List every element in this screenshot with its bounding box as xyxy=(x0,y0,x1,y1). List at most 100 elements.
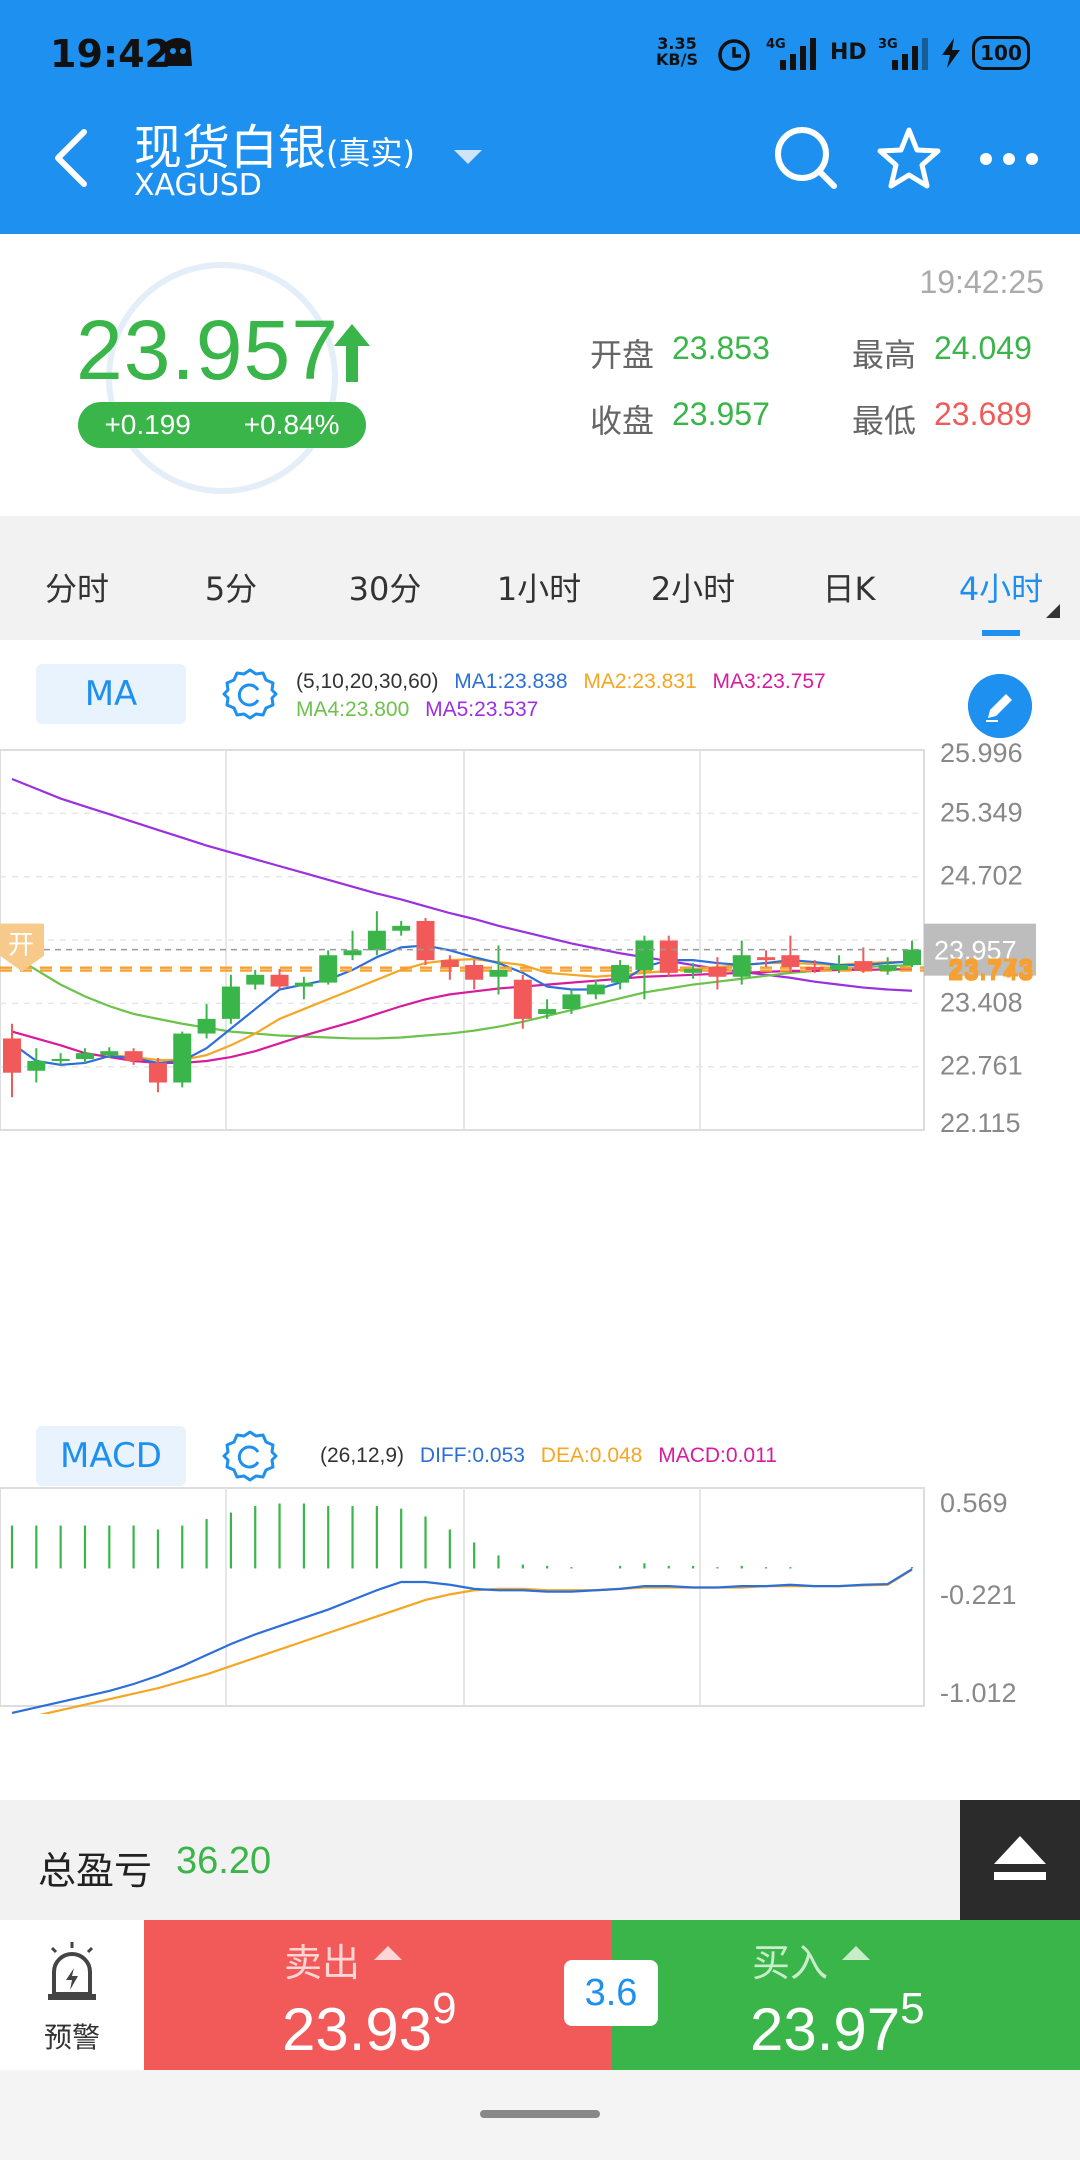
tab-5min[interactable]: 5分 xyxy=(204,570,258,608)
candle-body xyxy=(878,965,897,971)
price-change-pct: +0.84% xyxy=(243,409,340,440)
low-label: 最低 xyxy=(852,402,917,440)
price-ring xyxy=(106,262,338,494)
ma1-line xyxy=(11,944,913,1066)
candle-body xyxy=(562,994,581,1010)
ma5-line xyxy=(11,777,913,992)
candle-body xyxy=(611,965,630,983)
quote-summary: 23.957 +0.199 +0.84% 19:42:25 开盘 23.853 … xyxy=(0,234,1080,516)
spread-badge: 3.6 xyxy=(564,1960,658,2026)
macd-indicator-button[interactable]: MACD xyxy=(36,1426,186,1486)
candle-body xyxy=(830,965,849,970)
macd-chart[interactable]: 0.569 -0.221 -1.012 xyxy=(0,1484,1080,1714)
header-bar: 19:42 3.35 KB/S 4G HD 3G 10 xyxy=(0,0,1080,234)
open-tag-icon xyxy=(0,923,44,972)
low-value: 23.689 xyxy=(934,396,1032,432)
tab-4hour[interactable]: 4小时 xyxy=(958,570,1044,608)
edit-pencil-icon[interactable] xyxy=(968,674,1032,738)
macd-y-tick-label: -1.012 xyxy=(940,1678,1017,1708)
pnl-bar: 总盈亏 36.20 xyxy=(0,1800,960,1920)
diff-line xyxy=(11,1568,913,1714)
macd-dea-value: DEA:0.048 xyxy=(540,1444,643,1467)
tab-daily[interactable]: 日K xyxy=(822,570,876,608)
tab-timeshare[interactable]: 分时 xyxy=(44,570,109,608)
net-speed: 3.35 KB/S xyxy=(656,34,698,69)
alarm-bell-icon xyxy=(48,1942,96,2000)
y-tick-label: 24.702 xyxy=(940,861,1023,891)
alert-button[interactable]: 预警 xyxy=(0,1920,144,2070)
home-indicator[interactable] xyxy=(480,2110,600,2118)
more-icon[interactable] xyxy=(974,124,1044,194)
candle-body xyxy=(465,965,484,980)
candle-body xyxy=(392,925,411,931)
battery-indicator: 100 xyxy=(972,36,1030,70)
candle-body xyxy=(148,1062,167,1083)
candle-body xyxy=(124,1051,143,1061)
eject-icon[interactable] xyxy=(960,1800,1080,1920)
candle-body xyxy=(513,979,532,1019)
open-label: 开盘 xyxy=(590,336,655,374)
candle-body xyxy=(854,961,873,971)
hd-icon: HD xyxy=(830,40,867,65)
quote-time: 19:42:25 xyxy=(919,264,1044,300)
ma-params: (5,10,20,30,60) xyxy=(296,670,439,693)
candle-body xyxy=(51,1059,70,1062)
chevron-down-icon[interactable] xyxy=(454,150,482,164)
ma-settings-gear-icon[interactable] xyxy=(222,666,278,722)
search-icon[interactable] xyxy=(772,124,842,194)
candle-body xyxy=(538,1009,557,1014)
macd-hist-value: MACD:0.011 xyxy=(658,1444,777,1467)
candle-body xyxy=(757,957,776,961)
tab-30min[interactable]: 30分 xyxy=(348,570,422,608)
candle-body xyxy=(197,1018,216,1034)
ma2-value: MA2:23.831 xyxy=(583,670,697,693)
back-arrow-icon[interactable] xyxy=(52,128,92,188)
macd-frame xyxy=(0,1487,925,1707)
ma-legend: (5,10,20,30,60) MA1:23.838 MA2:23.831 MA… xyxy=(296,670,836,694)
qq-notification-icon xyxy=(164,38,192,66)
buy-button[interactable]: 买入 23.975 xyxy=(612,1920,1080,2070)
status-bar: 19:42 3.35 KB/S 4G HD 3G 10 xyxy=(0,0,1080,106)
candle-body xyxy=(586,984,605,995)
sell-label: 卖出 xyxy=(284,1941,361,1985)
sell-button[interactable]: 卖出 23.939 xyxy=(144,1920,612,2070)
timeframe-tabs: 分时 5分 30分 1小时 2小时 日K 4小时 xyxy=(0,516,1080,640)
candle-body xyxy=(416,920,435,961)
macd-y-tick-label: 0.569 xyxy=(940,1488,1008,1518)
candle-body xyxy=(343,950,362,956)
instrument-title[interactable]: 现货白银(真实) xyxy=(134,120,415,176)
signal-4g-icon: 4G xyxy=(766,36,826,70)
candlestick-chart[interactable]: 25.996 25.349 24.702 23.408 22.761 22.115 23.9… xyxy=(0,740,1080,1140)
candle-body xyxy=(246,974,265,985)
buy-price: 23.975 xyxy=(750,1984,925,2063)
macd-settings-gear-icon[interactable] xyxy=(222,1428,278,1484)
candle-body xyxy=(440,960,459,967)
candle-body xyxy=(27,1060,46,1071)
macd-legend: (26,12,9) DIFF:0.053 DEA:0.048 MACD:0.01… xyxy=(320,1444,787,1468)
pnl-label: 总盈亏 xyxy=(38,1849,153,1893)
system-nav-bar xyxy=(0,2070,1080,2160)
clock: 19:42 xyxy=(50,32,171,76)
high-label: 最高 xyxy=(852,336,917,374)
ma4-line xyxy=(11,954,913,1040)
y-tick-label: 22.761 xyxy=(940,1051,1023,1081)
candle-body xyxy=(805,966,824,970)
open-price-label: 23.743 xyxy=(948,956,1034,987)
star-icon[interactable] xyxy=(874,124,944,194)
change-badge: +0.199 +0.84% xyxy=(78,402,366,448)
tab-2hour[interactable]: 2小时 xyxy=(650,570,736,608)
trade-bar: 预警 卖出 23.939 买入 23.975 3.6 xyxy=(0,1920,1080,2070)
candle-body xyxy=(708,966,727,977)
more-tabs-icon[interactable] xyxy=(1046,604,1060,618)
instrument-symbol: XAGUSD xyxy=(134,168,262,203)
candle-body xyxy=(75,1053,94,1060)
y-tick-label: 25.996 xyxy=(940,740,1023,768)
sell-price: 23.939 xyxy=(282,1984,457,2063)
ma3-value: MA3:23.757 xyxy=(712,670,826,693)
sell-triangle-icon xyxy=(374,1946,402,1960)
tab-1hour[interactable]: 1小时 xyxy=(496,570,582,608)
ma-indicator-button[interactable]: MA xyxy=(36,664,186,724)
open-tag-label: 开 xyxy=(8,930,34,960)
close-label: 收盘 xyxy=(590,402,655,440)
